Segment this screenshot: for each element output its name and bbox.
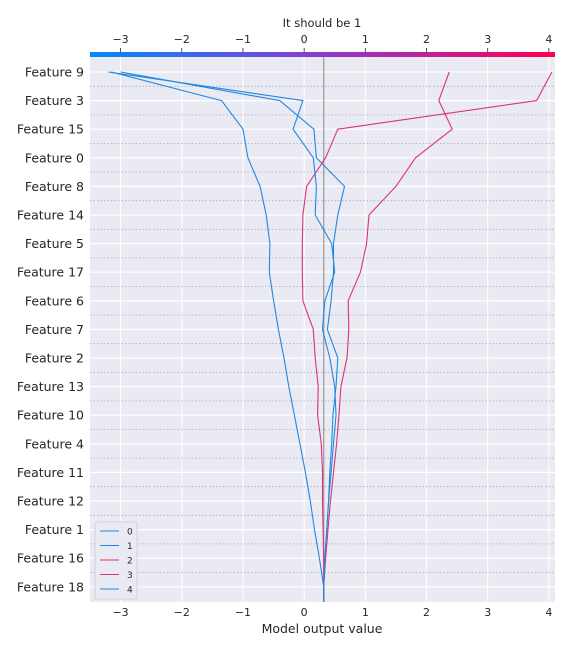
series-line-0 [111,71,325,602]
feature-label: Feature 3 [25,93,84,108]
bottom-tick-label: 3 [484,606,491,619]
bottom-tick-label: 0 [301,606,308,619]
legend-label-2: 2 [127,557,133,567]
feature-label: Feature 14 [17,208,84,223]
feature-label: Feature 7 [25,322,84,337]
bottom-tick-label: 4 [545,606,552,619]
chart-title: It should be 1 [283,16,362,30]
legend-label-4: 4 [127,586,133,596]
legend-label-3: 3 [127,571,133,581]
legend: 0 1 2 3 4 [94,521,138,600]
bottom-tick-labels: −3 −2 −1 0 1 2 3 4 [112,606,552,619]
legend-label-0: 0 [127,528,133,538]
feature-label: Feature 6 [25,293,84,308]
feature-label: Feature 9 [25,65,84,80]
feature-label: Feature 17 [17,265,84,280]
feature-labels: Feature 9 Feature 3 Feature 15 Feature 0 Fea… [17,65,84,595]
feature-label: Feature 10 [17,408,84,423]
feature-label: Feature 13 [17,379,84,394]
top-tick-label: −3 [112,33,128,46]
feature-label: Feature 18 [17,579,84,594]
top-tick-label: −1 [235,33,251,46]
top-tick-label: 4 [545,33,552,46]
feature-label: Feature 0 [25,150,84,165]
bottom-tick-label: −3 [112,606,128,619]
top-tick-label: 0 [301,33,308,46]
series-line-4 [108,71,337,602]
top-tick-labels: −3 −2 −1 0 1 2 3 4 [112,33,552,52]
feature-label: Feature 5 [25,236,84,251]
bottom-tick-label: 1 [362,606,369,619]
feature-separators [90,71,555,588]
series-line-3 [301,71,553,602]
top-tick-label: −2 [174,33,190,46]
bottom-tick-label: 2 [423,606,430,619]
feature-label: Feature 4 [25,436,84,451]
series-lines [108,71,553,602]
top-tick-label: 1 [362,33,369,46]
feature-label: Feature 1 [25,522,84,537]
top-tick-label: 3 [484,33,491,46]
feature-label: Feature 11 [17,465,84,480]
colorbar [90,52,555,57]
feature-label: Feature 16 [17,551,84,566]
feature-label: Feature 12 [17,494,84,509]
legend-label-1: 1 [127,542,133,552]
series-line-2 [323,71,453,602]
bottom-tick-label: −1 [235,606,251,619]
bottom-tick-label: −2 [174,606,190,619]
x-axis-label: Model output value [262,621,383,636]
feature-label: Feature 2 [25,351,84,366]
feature-label: Feature 8 [25,179,84,194]
feature-label: Feature 15 [17,122,84,137]
top-tick-label: 2 [423,33,430,46]
